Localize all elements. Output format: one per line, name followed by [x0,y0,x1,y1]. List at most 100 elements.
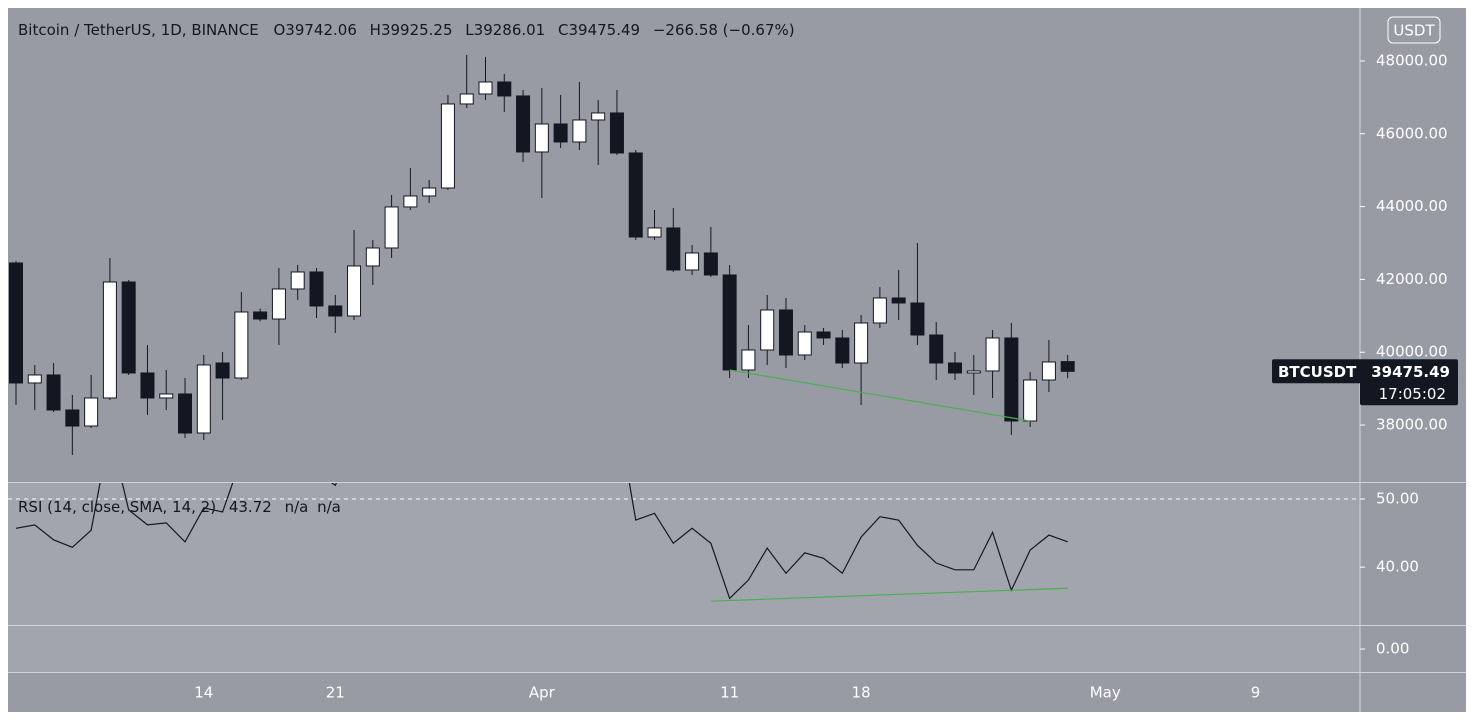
candle-body [628,152,643,238]
rsi-extra: n/a [285,498,309,516]
candle-body [1041,361,1056,381]
candle-body [891,297,906,304]
ohlc-label: L [465,21,474,39]
candle-body [84,397,99,427]
y-tick-label: 48000.00 [1376,51,1448,69]
candle-body [609,112,624,154]
candle-body [797,331,812,356]
candle-body [65,409,80,427]
x-tick-label: 18 [852,684,871,702]
candle-body [365,247,380,267]
y-tick-label: 38000.00 [1376,416,1448,434]
currency-box[interactable] [1387,16,1441,44]
candle-body [854,322,869,364]
candle-body [27,374,42,384]
ohlc-value: 39286.01 [474,21,546,39]
candle-body [835,337,850,364]
y-tick-label: 46000.00 [1376,124,1448,142]
price-pane [9,54,1075,455]
rsi-extra: n/a [317,498,341,516]
rsi-legend: RSI (14, close, SMA, 14, 2) 43.72 n/a n/… [18,498,341,516]
y-tick-label: 42000.00 [1376,270,1448,288]
ohlc-label: H [370,21,381,39]
candle-body [478,81,493,95]
candle-body [403,195,418,208]
y-tick-label: 40.00 [1376,558,1419,576]
candle-body [591,112,606,121]
candle-body [985,337,1000,372]
candle-body [459,93,474,105]
candle-body [703,252,718,276]
rsi-plot [8,483,1360,602]
candle-body [422,187,437,197]
candle-body [647,227,662,238]
candle-body [347,265,362,317]
candle-body [234,311,249,379]
trendline [710,587,1068,602]
ohlc-label: C [558,21,568,39]
ohlc-value: 39475.49 [569,21,641,39]
change: −266.58 (−0.67%) [653,21,795,39]
y-tick-label: 0.00 [1376,640,1409,658]
candle-body [1060,361,1075,372]
x-tick-label: 14 [194,684,213,702]
countdown-box [1360,381,1458,406]
candle-body [516,95,531,153]
candle-body [253,311,268,320]
x-tick-label: 21 [326,684,345,702]
x-tick-label: Apr [529,684,556,702]
candle-body [666,227,681,271]
ohlc-value: 39925.25 [381,21,453,39]
candle-body [741,349,756,371]
candle-body [46,374,61,411]
candle-body [910,302,925,336]
candle-body [196,364,211,434]
y-tick-label: 44000.00 [1376,197,1448,215]
chart-title-text: Bitcoin / TetherUS, 1D, BINANCE [18,21,259,39]
rsi-value: 43.72 [229,498,272,516]
candle-body [816,331,831,339]
candle-body [215,362,230,379]
candle-body [497,81,512,97]
trendline [729,369,1031,422]
candle-body [760,309,775,351]
candle-body [159,393,174,399]
candle-body [553,123,568,143]
candle-body [948,362,962,374]
rsi-line [15,483,1068,600]
chart-title: Bitcoin / TetherUS, 1D, BINANCE O39742.0… [18,21,795,39]
candle-body [1004,337,1019,422]
countdown: 17:05:02 [1379,385,1446,403]
candle-body [778,309,793,356]
candle-body [328,305,343,317]
candle-body [872,297,887,324]
candle-body [685,252,700,271]
currency[interactable]: USDT [1393,22,1435,40]
candle-body [178,393,193,434]
x-tick-label: May [1090,684,1121,702]
price-label-box [1272,359,1458,384]
y-tick-label: 40000.00 [1376,343,1448,361]
candle-body [440,103,455,189]
x-tick-label: 11 [720,684,739,702]
candle-body [290,271,305,290]
candle-body [102,281,117,399]
last-price: 39475.49 [1371,363,1450,381]
candle-body [309,271,324,307]
symbol-label: BTCUSDT [1278,363,1357,381]
candle-body [121,281,136,374]
ohlc-label: O [273,21,285,39]
candle-body [572,119,587,143]
rsi-pane [8,483,1360,625]
candle-body [1023,379,1038,422]
candle-body [271,288,286,320]
candle-body [9,262,23,384]
candle-body [966,370,981,374]
x-tick-label: 9 [1251,684,1261,702]
candle-body [534,123,549,153]
candle-body [929,334,944,364]
rsi-name: RSI (14, close, SMA, 14, 2) [18,498,216,516]
extra-pane [8,626,1360,672]
